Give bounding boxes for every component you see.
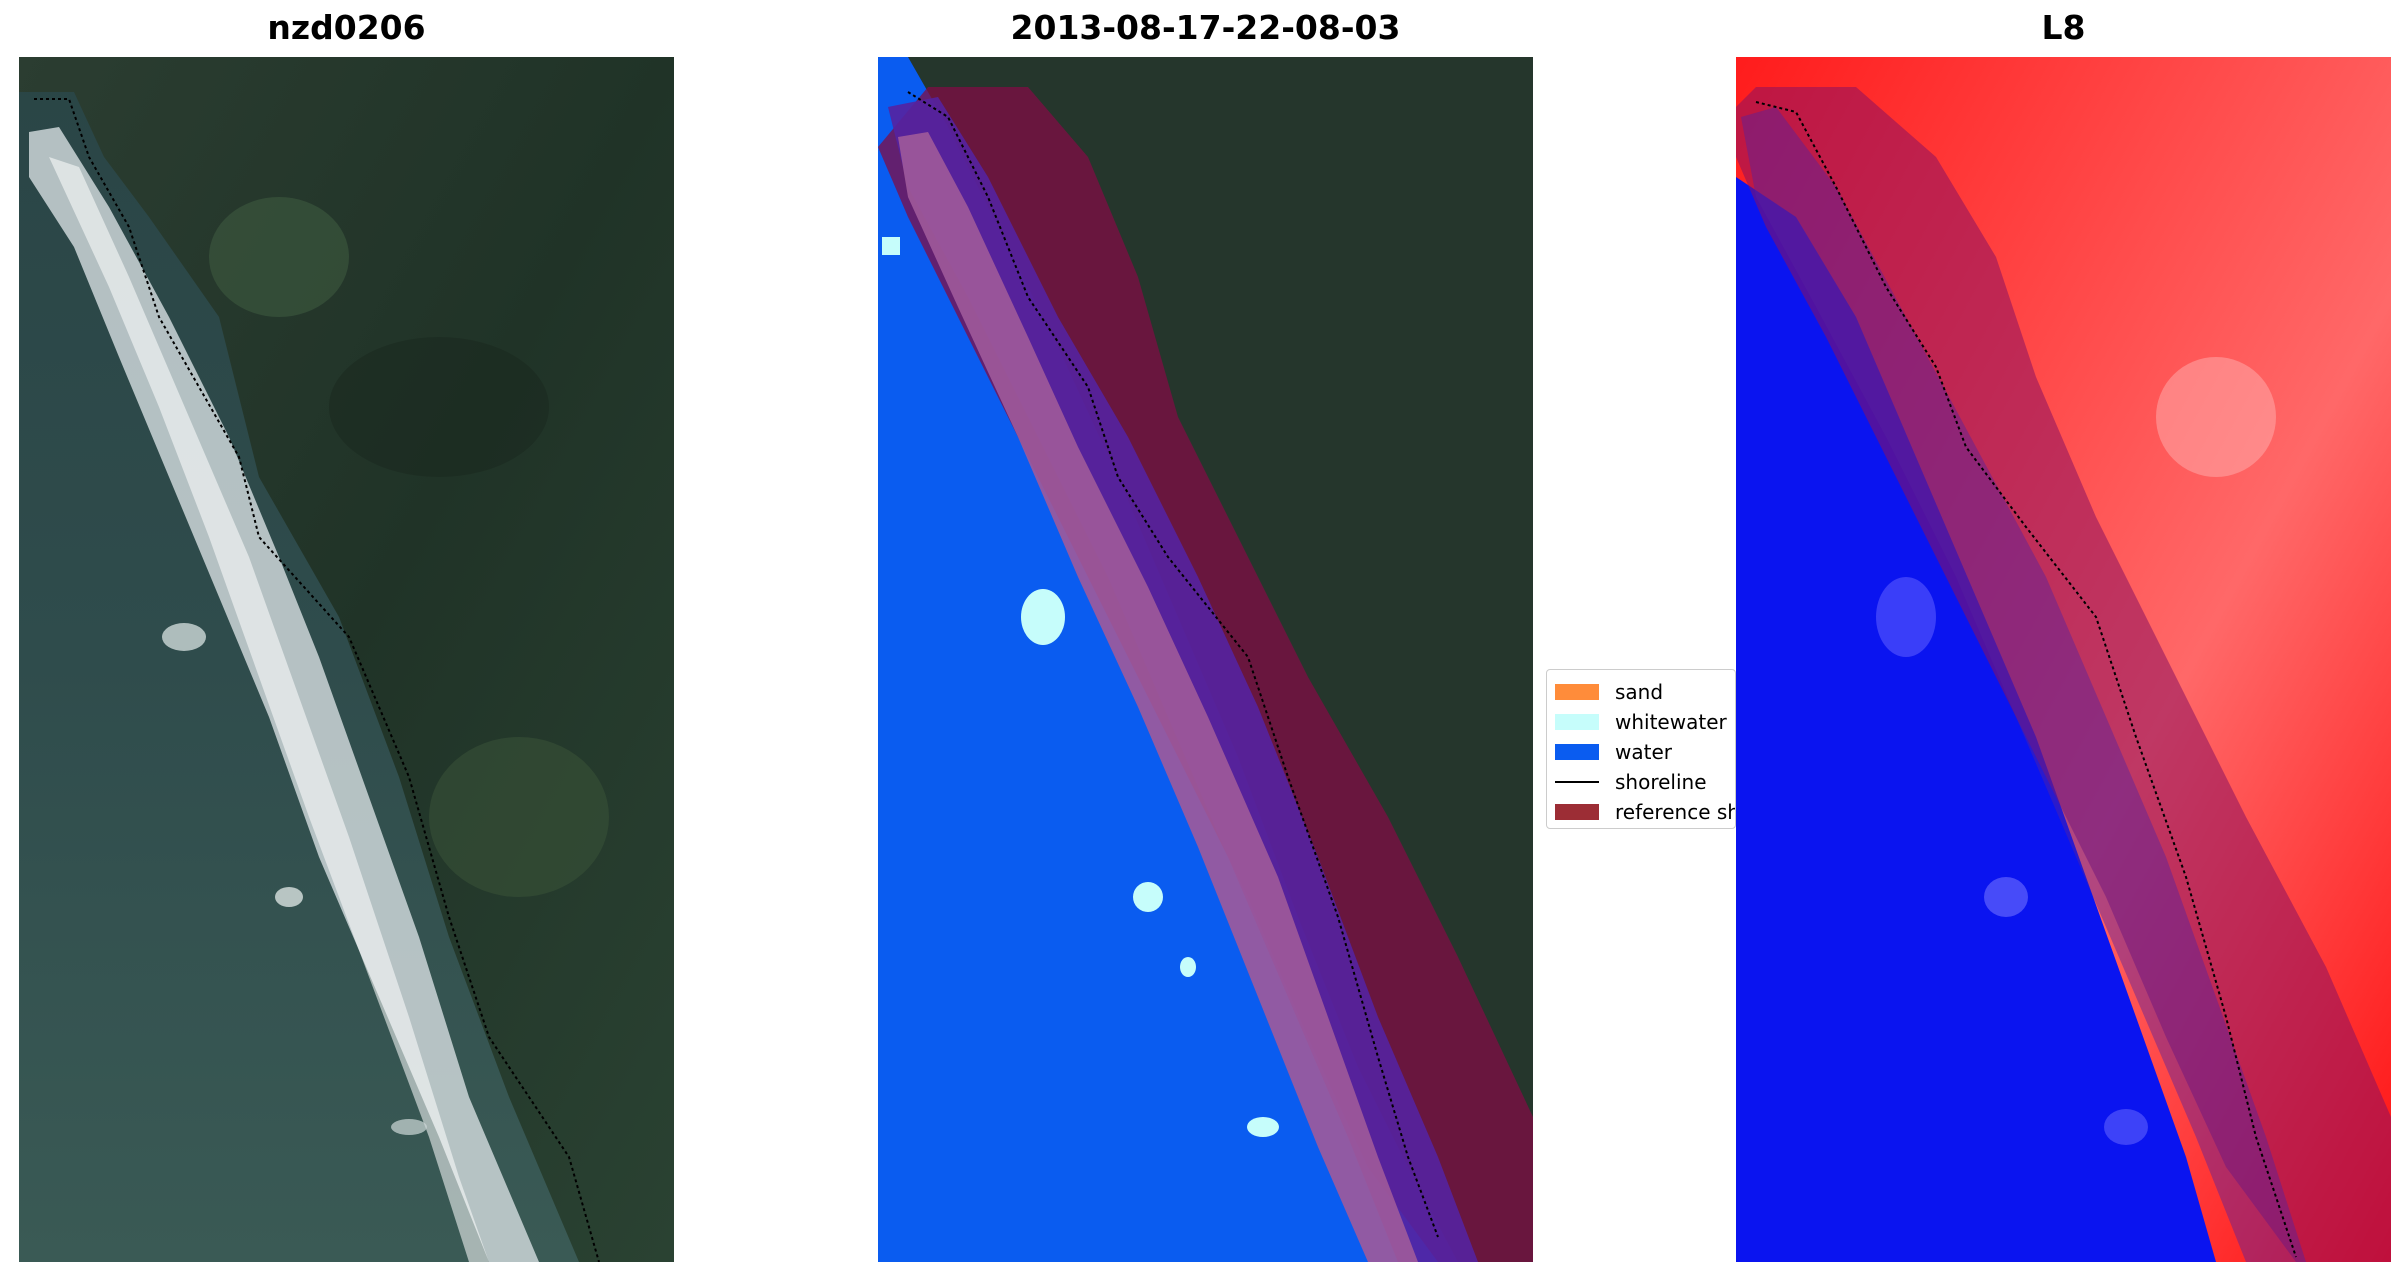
shoreline-line — [907, 91, 1439, 1238]
legend-item-whitewater: whitewater — [1555, 710, 1727, 734]
index-image — [1736, 57, 2391, 1262]
legend-label-reference-buffer: reference shoreline buffer — [1615, 800, 1735, 824]
legend-item-shoreline: shoreline — [1555, 770, 1707, 794]
panel-title-index: L8 — [2041, 8, 2086, 47]
shoreline-line — [1755, 101, 2297, 1258]
legend-label-water: water — [1615, 740, 1672, 764]
legend-swatch-water — [1555, 744, 1599, 760]
legend-item-reference-buffer: reference shoreline buffer — [1555, 800, 1735, 824]
panel-title-rgb: nzd0206 — [267, 8, 426, 47]
legend-label-sand: sand — [1615, 680, 1664, 704]
index-image-panel[interactable] — [1736, 57, 2391, 1262]
panel-title-classified: 2013-08-17-22-08-03 — [1010, 8, 1401, 47]
legend-label-shoreline: shoreline — [1615, 770, 1707, 794]
legend: sand whitewater water shoreline referenc… — [1546, 669, 1736, 829]
legend-swatch-sand — [1555, 684, 1599, 700]
legend-label-whitewater: whitewater — [1615, 710, 1727, 734]
legend-item-sand: sand — [1555, 680, 1663, 704]
rgb-image-panel[interactable] — [19, 57, 674, 1262]
classified-image — [878, 57, 1533, 1262]
legend-line-shoreline — [1555, 781, 1599, 783]
rgb-image — [19, 57, 674, 1262]
legend-swatch-reference-buffer — [1555, 804, 1599, 820]
shoreline-line — [34, 98, 600, 1262]
legend-swatch-whitewater — [1555, 714, 1599, 730]
classified-image-panel[interactable] — [878, 57, 1533, 1262]
legend-item-water: water — [1555, 740, 1672, 764]
